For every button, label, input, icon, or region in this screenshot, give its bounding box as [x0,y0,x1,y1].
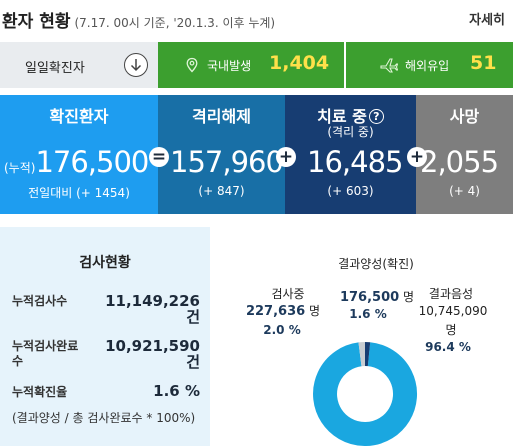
confirmed-delta: 전일대비 (+ 1454) [28,186,130,200]
equals-icon: = [149,147,169,167]
total-tests-value-block: 11,149,226 건 [105,293,200,325]
released-delta: (+ 847) [198,184,245,198]
donut-chart [313,341,418,446]
page-subtitle: (7.17. 00시 기준, '20.1.3. 이후 누계) [74,16,276,30]
total-tests-label: 누적검사수 [12,294,68,308]
treating-value: 16,485 [307,145,403,179]
deaths-title: 사망 [449,107,480,126]
total-tests-unit: 건 [186,308,200,326]
released-card: 격리해제 157,960 (+ 847) [158,95,285,214]
overseas-label: 해외유입 [405,59,450,73]
testing-label: 검사중 [271,287,305,301]
testing-value: 227,636 [245,304,306,319]
confirmed-value-line: (누적)176,500 [4,145,149,179]
test-result-chart: 결과양성(확진) 176,500 명 1.6 % 검사중 227,636 명 2… [210,227,513,446]
treating-subtitle: (격리 중) [327,125,374,139]
confirmed-title: 확진환자 [49,107,109,126]
summary-stats: 확진환자 (누적)176,500 전일대비 (+ 1454) = 격리해제 15… [0,95,513,214]
location-pin-icon [184,57,200,73]
negative-unit: 명 [445,323,457,337]
positive-unit: 명 [403,290,415,304]
positive-rate-label: 누적확진율 [12,385,68,399]
arrow-down-icon[interactable] [124,53,148,77]
plus-icon: + [276,147,296,167]
completed-tests-unit: 건 [186,353,200,371]
help-icon[interactable]: ? [368,109,384,124]
treating-card: 치료 중? (격리 중) 16,485 (+ 603) [285,95,416,214]
positive-value-line: 176,500 명 [328,290,426,305]
overseas-cases: 해외유입 51 [346,42,513,88]
test-status-title: 검사현황 [79,255,131,271]
cumulative-prefix: (누적) [4,161,36,175]
total-tests-value: 11,149,226 [105,292,200,310]
test-status-panel: 검사현황 누적검사수 11,149,226 건 누적검사완료수 10,921,59… [0,227,210,446]
daily-label-box: 일일확진자 [0,42,158,88]
testing-percent-line: 2.0 % [252,323,312,338]
treating-delta: (+ 603) [327,184,374,198]
released-title: 격리해제 [192,107,251,126]
deaths-card: 사망 2,055 (+ 4) [416,95,513,214]
testing-unit: 명 [309,304,321,318]
positive-rate-note: (결과양성 / 총 검사완료수 * 100%) [12,411,196,425]
daily-label: 일일확진자 [25,61,85,76]
overseas-value: 51 [470,52,497,74]
completed-tests-value: 10,921,590 [105,337,200,355]
completed-tests-value-block: 10,921,590 건 [105,338,200,370]
page-title-text: 환자 현황 [2,12,71,32]
airplane-icon [380,57,399,73]
plus-icon: + [407,147,427,167]
details-link[interactable]: 자세히 [469,13,505,28]
positive-percent-line: 1.6 % [338,307,398,322]
negative-percent-line: 96.4 % [413,340,483,355]
negative-percent: 96.4 % [425,340,471,354]
page-title: 환자 현황 (7.17. 00시 기준, '20.1.3. 이후 누계) [2,7,275,32]
testing-percent: 2.0 % [263,323,301,337]
page-header: 환자 현황 (7.17. 00시 기준, '20.1.3. 이후 누계) 자세히 [0,0,513,36]
domestic-value: 1,404 [269,52,330,74]
negative-value: 10,745,090 [418,304,488,318]
negative-label: 결과음성 [428,287,474,301]
released-value: 157,960 [170,145,284,179]
treating-title: 치료 중 [317,107,367,126]
testing-value-line: 227,636 명 [234,304,332,319]
positive-value: 176,500 [339,290,400,305]
daily-confirmed-bar: 일일확진자 국내발생 1,404 해외유입 51 [0,42,513,88]
confirmed-card: 확진환자 (누적)176,500 전일대비 (+ 1454) [0,95,158,214]
domestic-label: 국내발생 [207,59,252,73]
positive-rate-value: 1.6 % [153,382,200,400]
confirmed-value: 176,500 [35,145,149,179]
positive-label: 결과양성(확진) [338,257,414,271]
treating-title-line: 치료 중? [285,103,416,127]
completed-tests-label: 누적검사완료수 [12,339,79,368]
donut-slice-negative[interactable] [313,342,418,446]
deaths-delta: (+ 4) [449,184,480,198]
domestic-cases: 국내발생 1,404 [158,42,344,88]
positive-percent: 1.6 % [349,307,387,321]
deaths-value: 2,055 [420,145,499,179]
